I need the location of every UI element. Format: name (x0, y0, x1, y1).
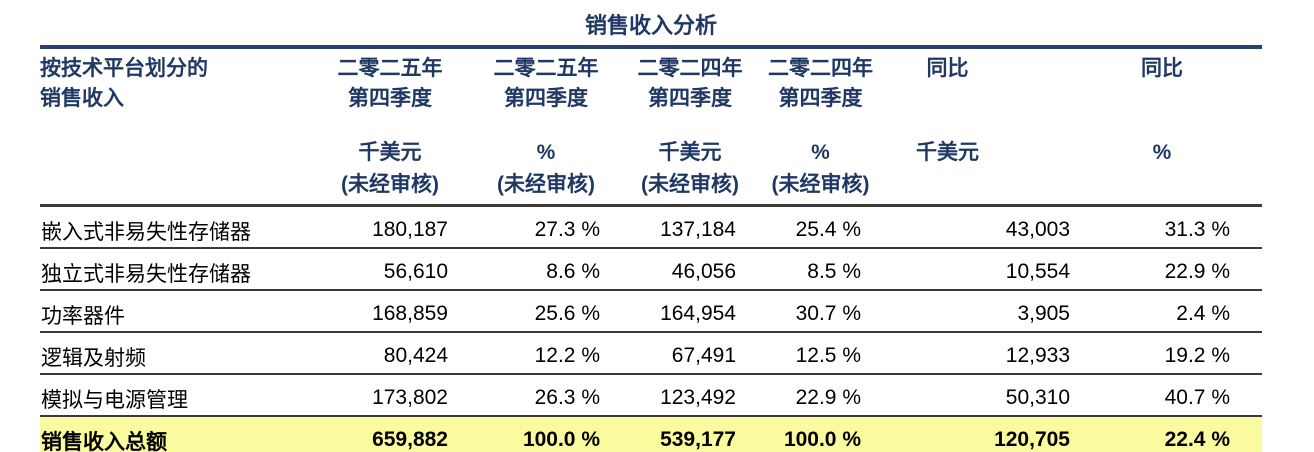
cell-2024q4-pct: 22.9 % (758, 374, 883, 417)
row-label: 独立式非易失性存储器 (40, 248, 310, 291)
table-title: 销售收入分析 (584, 13, 717, 38)
cell-yoy-pct: 19.2 % (1092, 332, 1262, 375)
cell-2024q4-pct: 12.5 % (758, 332, 883, 375)
col-header-yoy-usd: 同比 千美元 (883, 47, 1092, 207)
col-header-yoy-pct: 同比 % (1092, 47, 1262, 207)
cell-2025q4-pct: 12.2 % (470, 332, 622, 375)
col-header-2025q4-usd: 二零二五年 第四季度 千美元 (未经审核) (310, 47, 470, 207)
row-header-title: 按技术平台划分的 销售收入 (40, 47, 310, 207)
table-row-power-devices: 功率器件 168,859 25.6 % 164,954 30.7 % 3,905… (40, 290, 1262, 333)
total-yoy-usd: 120,705 (883, 416, 1092, 452)
col-header-2024q4-usd: 二零二四年 第四季度 千美元 (未经审核) (622, 47, 758, 207)
row-label: 模拟与电源管理 (40, 374, 310, 417)
cell-2024q4-usd: 67,491 (622, 332, 758, 375)
total-row-label: 销售收入总额 (40, 416, 310, 452)
total-2025q4-usd: 659,882 (310, 416, 470, 452)
cell-2024q4-usd: 164,954 (622, 290, 758, 333)
row-header-line1: 按技术平台划分的 (40, 57, 208, 80)
total-2024q4-pct: 100.0 % (758, 416, 883, 452)
row-header-line2: 销售收入 (40, 87, 124, 110)
cell-yoy-pct: 22.9 % (1092, 248, 1262, 291)
cell-2024q4-usd: 46,056 (622, 248, 758, 291)
cell-2025q4-usd: 173,802 (310, 374, 470, 417)
row-label: 嵌入式非易失性存储器 (40, 205, 310, 249)
cell-2024q4-usd: 137,184 (622, 205, 758, 249)
table-row-logic-rf: 逻辑及射频 80,424 12.2 % 67,491 12.5 % 12,933… (40, 332, 1262, 375)
cell-2024q4-pct: 25.4 % (758, 205, 883, 249)
header-row: 按技术平台划分的 销售收入 二零二五年 第四季度 千美元 (未经审核) 二零二五… (40, 47, 1262, 207)
cell-2025q4-usd: 56,610 (310, 248, 470, 291)
cell-yoy-usd: 12,933 (883, 332, 1092, 375)
cell-2025q4-usd: 80,424 (310, 332, 470, 375)
cell-yoy-usd: 10,554 (883, 248, 1092, 291)
cell-yoy-pct: 2.4 % (1092, 290, 1262, 333)
cell-2025q4-pct: 27.3 % (470, 205, 622, 249)
cell-2025q4-usd: 180,187 (310, 205, 470, 249)
total-row: 销售收入总额 659,882 100.0 % 539,177 100.0 % 1… (40, 416, 1262, 452)
table-row-standalone-nvm: 独立式非易失性存储器 56,610 8.6 % 46,056 8.5 % 10,… (40, 248, 1262, 291)
cell-2024q4-pct: 8.5 % (758, 248, 883, 291)
cell-yoy-pct: 40.7 % (1092, 374, 1262, 417)
table-row-analog-power-mgmt: 模拟与电源管理 173,802 26.3 % 123,492 22.9 % 50… (40, 374, 1262, 417)
cell-yoy-usd: 50,310 (883, 374, 1092, 417)
cell-yoy-usd: 3,905 (883, 290, 1092, 333)
revenue-by-platform-table: 按技术平台划分的 销售收入 二零二五年 第四季度 千美元 (未经审核) 二零二五… (40, 45, 1262, 452)
table-row-embedded-nvm: 嵌入式非易失性存储器 180,187 27.3 % 137,184 25.4 %… (40, 205, 1262, 249)
cell-2024q4-pct: 30.7 % (758, 290, 883, 333)
row-label: 功率器件 (40, 290, 310, 333)
col-header-2025q4-pct: 二零二五年 第四季度 % (未经审核) (470, 47, 622, 207)
cell-2025q4-pct: 25.6 % (470, 290, 622, 333)
cell-yoy-pct: 31.3 % (1092, 205, 1262, 249)
cell-2025q4-pct: 8.6 % (470, 248, 622, 291)
cell-2024q4-usd: 123,492 (622, 374, 758, 417)
total-2025q4-pct: 100.0 % (470, 416, 622, 452)
col-header-2024q4-pct: 二零二四年 第四季度 % (未经审核) (758, 47, 883, 207)
cell-yoy-usd: 43,003 (883, 205, 1092, 249)
cell-2025q4-pct: 26.3 % (470, 374, 622, 417)
row-label: 逻辑及射频 (40, 332, 310, 375)
cell-2025q4-usd: 168,859 (310, 290, 470, 333)
total-yoy-pct: 22.4 % (1092, 416, 1262, 452)
total-2024q4-usd: 539,177 (622, 416, 758, 452)
